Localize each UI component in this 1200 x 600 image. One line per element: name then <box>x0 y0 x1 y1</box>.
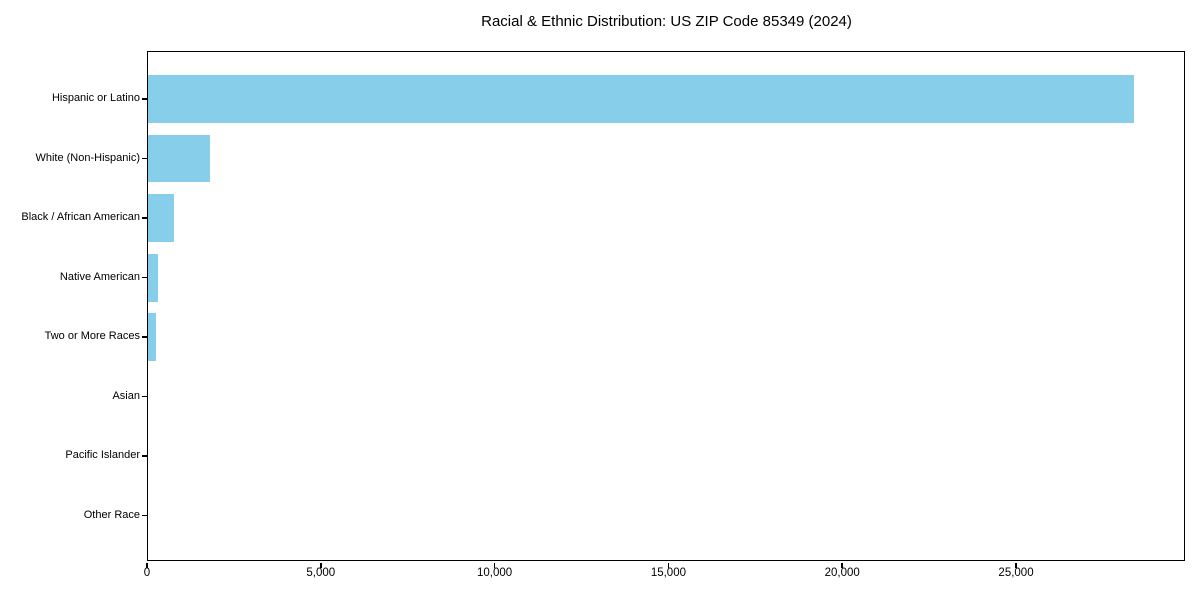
category-label: Pacific Islander <box>65 449 140 462</box>
x-axis-labels: 0 5,000 10,000 15,000 20,000 25,000 <box>143 566 1186 586</box>
y-tick-mark <box>142 98 147 100</box>
x-tick-label: 20,000 <box>824 567 860 579</box>
bar-native-american <box>148 253 159 302</box>
category-label: Other Race <box>83 508 140 521</box>
y-axis-labels: Hispanic or Latino White (Non-Hispanic) Bl… <box>0 51 140 562</box>
x-tick-label: 10,000 <box>477 567 513 579</box>
y-tick-mark <box>142 217 147 219</box>
bar-white-non-hispanic <box>148 134 210 183</box>
y-tick-mark <box>142 395 147 398</box>
x-tick-mark <box>320 563 322 568</box>
x-tick-mark <box>667 563 670 568</box>
category-label: White (Non-Hispanic) <box>35 151 140 164</box>
x-tick-mark <box>493 563 496 568</box>
x-tick-mark <box>841 563 843 568</box>
x-tick-label: 5,000 <box>306 567 336 579</box>
category-label: Asian <box>112 389 140 402</box>
bar-hispanic-or-latino <box>148 75 1135 123</box>
category-label: Native American <box>59 270 140 283</box>
y-tick-mark <box>142 514 147 517</box>
category-label: Two or More Races <box>44 330 140 343</box>
bar-two-or-more-races <box>148 313 157 362</box>
y-tick-mark <box>142 455 147 457</box>
y-tick-mark <box>142 276 147 279</box>
y-tick-mark <box>142 336 147 338</box>
category-label: Hispanic or Latino <box>51 92 140 105</box>
category-label: Black / African American <box>21 211 140 224</box>
x-tick-mark <box>146 563 148 568</box>
x-tick-label: 25,000 <box>998 567 1034 579</box>
x-tick-mark <box>1015 563 1017 568</box>
y-tick-mark <box>142 157 147 160</box>
bar-black-african-american <box>148 194 175 242</box>
chart-title: Racial & Ethnic Distribution: US ZIP Cod… <box>481 13 852 30</box>
x-tick-label: 0 <box>143 567 151 579</box>
x-tick-label: 15,000 <box>650 567 686 579</box>
plot-area <box>147 51 1185 561</box>
